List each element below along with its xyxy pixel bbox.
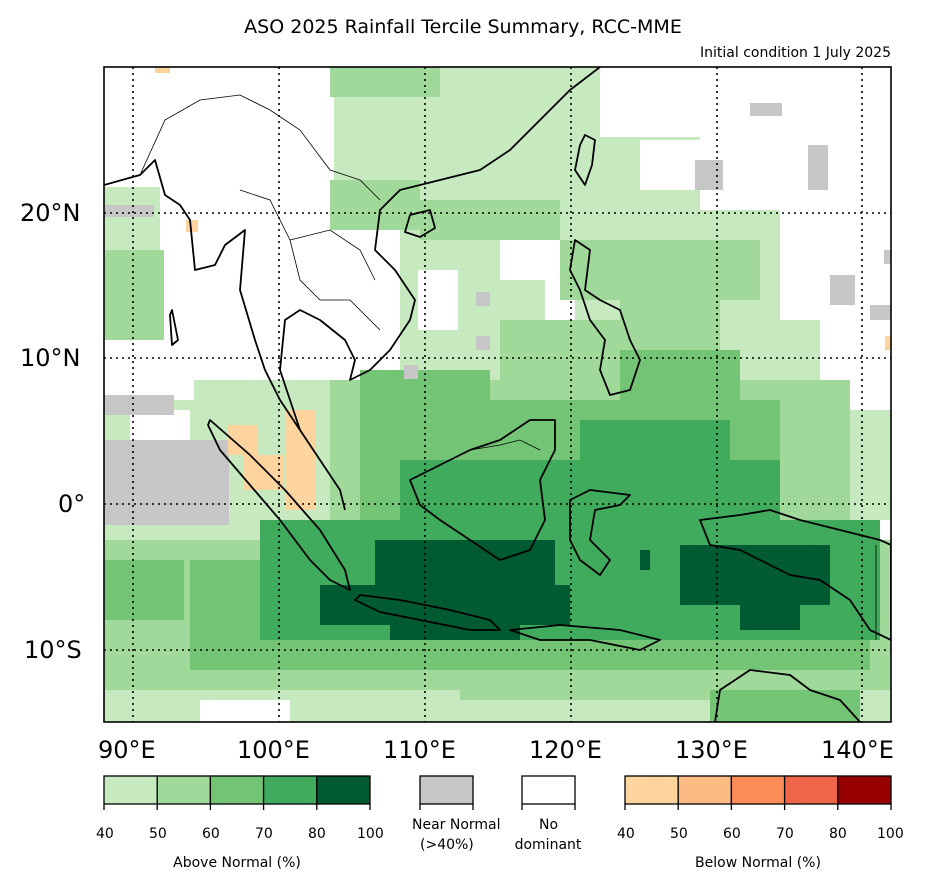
above-normal-swatch-2 (209, 775, 265, 805)
above-normal-colorbar (103, 775, 371, 810)
country-borders (139, 94, 877, 640)
above-normal-tick-80: 80 (308, 826, 326, 842)
lon-tick-110e: 110°E (383, 736, 456, 764)
no-dominant-label-line1: No (538, 817, 559, 833)
graticule (104, 67, 891, 722)
lon-tick-90e: 90°E (98, 736, 156, 764)
lat-tick-equator: 0° (58, 490, 86, 518)
below-normal-swatch-3 (783, 775, 839, 805)
lon-tick-120e: 120°E (529, 736, 602, 764)
below-normal-swatch-2 (730, 775, 786, 805)
above-normal-80-100-region (320, 540, 830, 640)
lon-tick-100e: 100°E (237, 736, 310, 764)
no-dominant-swatch (521, 775, 576, 810)
lat-tick-10s: 10°S (24, 636, 82, 664)
below-normal-tick-60: 60 (723, 826, 741, 842)
below-normal-tick-50: 50 (670, 826, 688, 842)
below-normal-swatch-0 (624, 775, 679, 805)
near-normal-label-line2: (>40%) (420, 837, 474, 853)
lon-tick-130e: 130°E (675, 736, 748, 764)
below-normal-colorbar (624, 775, 892, 810)
above-normal-tick-60: 60 (202, 826, 220, 842)
above-normal-swatch-3 (262, 775, 318, 805)
map-subtitle: Initial condition 1 July 2025 (700, 45, 891, 61)
above-normal-swatch-1 (156, 775, 212, 805)
below-normal-swatch-4 (837, 775, 892, 805)
above-normal-tick-40: 40 (96, 826, 114, 842)
above-normal-caption: Above Normal (%) (173, 855, 301, 871)
near-normal-label-line1: Near Normal (412, 817, 501, 833)
no-dominant-label-line2: dominant (514, 837, 582, 853)
near-normal-swatch (419, 775, 474, 810)
lat-tick-10n: 10°N (20, 344, 81, 372)
below-normal-tick-80: 80 (829, 826, 847, 842)
below-normal-tick-70: 70 (776, 826, 794, 842)
map-title: ASO 2025 Rainfall Tercile Summary, RCC-M… (244, 16, 682, 38)
near-normal-region (104, 103, 891, 525)
above-normal-swatch-0 (103, 775, 158, 805)
below-normal-tick-40: 40 (617, 826, 635, 842)
lon-tick-140e: 140°E (821, 736, 894, 764)
lat-tick-20n: 20°N (20, 199, 81, 227)
below-normal-tick-100: 100 (877, 826, 904, 842)
coastlines (104, 67, 891, 722)
below-normal-swatch-1 (677, 775, 733, 805)
above-normal-tick-70: 70 (255, 826, 273, 842)
above-normal-tick-100: 100 (357, 826, 384, 842)
below-normal-caption: Below Normal (%) (695, 855, 821, 871)
map-frame (103, 66, 892, 723)
above-normal-tick-50: 50 (149, 826, 167, 842)
above-normal-swatch-4 (316, 775, 371, 805)
